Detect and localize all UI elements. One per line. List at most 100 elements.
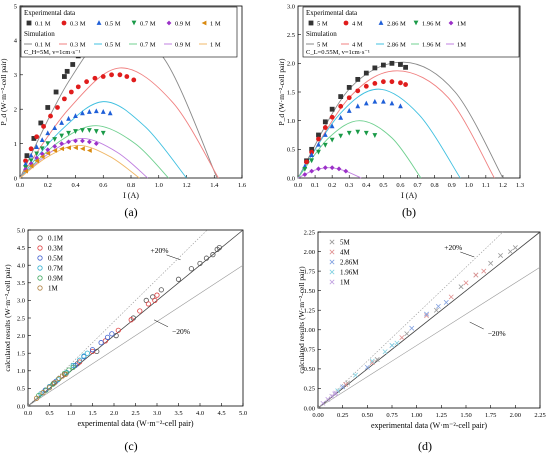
x-tick-label: 1.6 [238, 182, 247, 189]
x-tick-label: 0.00 [312, 412, 323, 419]
data-point [137, 308, 143, 314]
x-tick-label: 1.75 [485, 412, 496, 419]
data-point [55, 376, 61, 383]
data-point [398, 103, 403, 109]
parity-series-1 [51, 245, 222, 386]
data-point [309, 168, 315, 174]
data-point [389, 100, 395, 106]
data-point [473, 272, 479, 278]
x-tick-label: 1.1 [482, 182, 490, 189]
y-axis-label: P_d (W·m⁻²-cell pair) [0, 58, 8, 126]
legend-sim-label: 5 M [317, 42, 328, 49]
legend-title-experimental: Experimental data [24, 9, 76, 17]
legend-label: 0.1 M [35, 21, 51, 28]
data-point [28, 163, 34, 169]
y-tick-label: 2.00 [304, 249, 315, 256]
data-point [39, 154, 45, 160]
data-point [403, 82, 408, 87]
y-tick-label: 2.5 [287, 32, 295, 39]
data-point [113, 332, 119, 339]
data-point [338, 94, 344, 99]
x-tick-label: 0.1 [311, 182, 319, 189]
data-point [498, 252, 504, 258]
data-point [309, 146, 315, 152]
legend-marker [329, 239, 335, 245]
x-tick-label: 4.0 [196, 410, 204, 417]
data-point [389, 79, 395, 85]
x-tick-label: 1.0 [155, 182, 163, 189]
data-point [188, 266, 194, 272]
data-point [59, 133, 65, 139]
legend-sim-label: 1 M [210, 42, 221, 49]
simulation-curve-1 [297, 61, 504, 179]
legend-label: 0.3 M [70, 21, 86, 28]
x-tick-label: 0.50 [362, 412, 373, 419]
data-point [355, 88, 361, 94]
data-point [31, 136, 37, 141]
data-point [355, 76, 361, 82]
legend-title-simulation: Simulation [24, 30, 55, 38]
legend-condition: C_H=5M, v=1cm·s⁻¹ [24, 49, 80, 56]
data-point [75, 84, 81, 90]
y-tick-label: 5.0 [17, 227, 25, 234]
data-point [329, 393, 335, 399]
simulation-curve-2 [297, 70, 495, 179]
data-point [23, 168, 28, 174]
y-tick-label: 3 [14, 72, 17, 79]
data-point [333, 390, 339, 396]
data-point [107, 110, 113, 116]
data-point [154, 292, 160, 298]
legend-label: 1.96M [340, 269, 359, 277]
data-point [394, 340, 400, 346]
data-point [363, 83, 369, 89]
x-tick-label: 0.8 [127, 182, 135, 189]
data-point [343, 168, 349, 174]
legend-label: 1.96 M [422, 21, 441, 28]
data-point [433, 307, 439, 313]
data-point [68, 89, 74, 95]
simulation-curve-2 [19, 67, 219, 179]
panel-caption: (b) [402, 205, 416, 219]
data-point [73, 145, 78, 151]
data-point [86, 109, 92, 114]
x-tick-label: 1.5 [88, 410, 96, 417]
data-point [109, 72, 114, 78]
legend-label: 0.1M [48, 235, 64, 243]
x-tick-label: 0.0 [16, 182, 24, 189]
data-point [322, 119, 328, 125]
data-point [23, 161, 28, 167]
plot-frame [317, 231, 541, 409]
x-tick-label: 0.5 [45, 410, 53, 417]
legend-sim-label: 0.5 M [105, 42, 121, 49]
data-point [66, 145, 71, 151]
data-point [128, 317, 134, 323]
x-tick-label: 3.5 [174, 410, 182, 417]
y-tick-label: 1.25 [304, 308, 315, 315]
legend-marker [308, 20, 314, 26]
data-point [338, 114, 344, 120]
x-tick-label: 1.0 [67, 410, 75, 417]
parity-series-5 [320, 390, 339, 406]
data-point [66, 130, 71, 136]
legend-sim-label: 2.86 M [387, 42, 406, 49]
data-point [372, 81, 378, 86]
data-point [403, 64, 408, 70]
simulation-curve-3 [297, 88, 461, 179]
experimental-series-5 [23, 138, 99, 172]
data-point [66, 115, 71, 121]
panel-caption: (c) [124, 439, 137, 453]
data-point [346, 130, 352, 136]
data-point [372, 65, 378, 71]
data-point [45, 130, 51, 136]
data-point [66, 139, 71, 145]
data-point [322, 165, 328, 171]
data-point [380, 62, 386, 68]
data-point [77, 359, 83, 365]
x-tick-label: 0.7 [413, 182, 422, 189]
x-tick-label: 0.6 [99, 182, 108, 189]
data-point [100, 109, 106, 114]
data-point [131, 77, 137, 83]
data-point [322, 125, 328, 130]
x-tick-label: 0.75 [386, 412, 397, 419]
